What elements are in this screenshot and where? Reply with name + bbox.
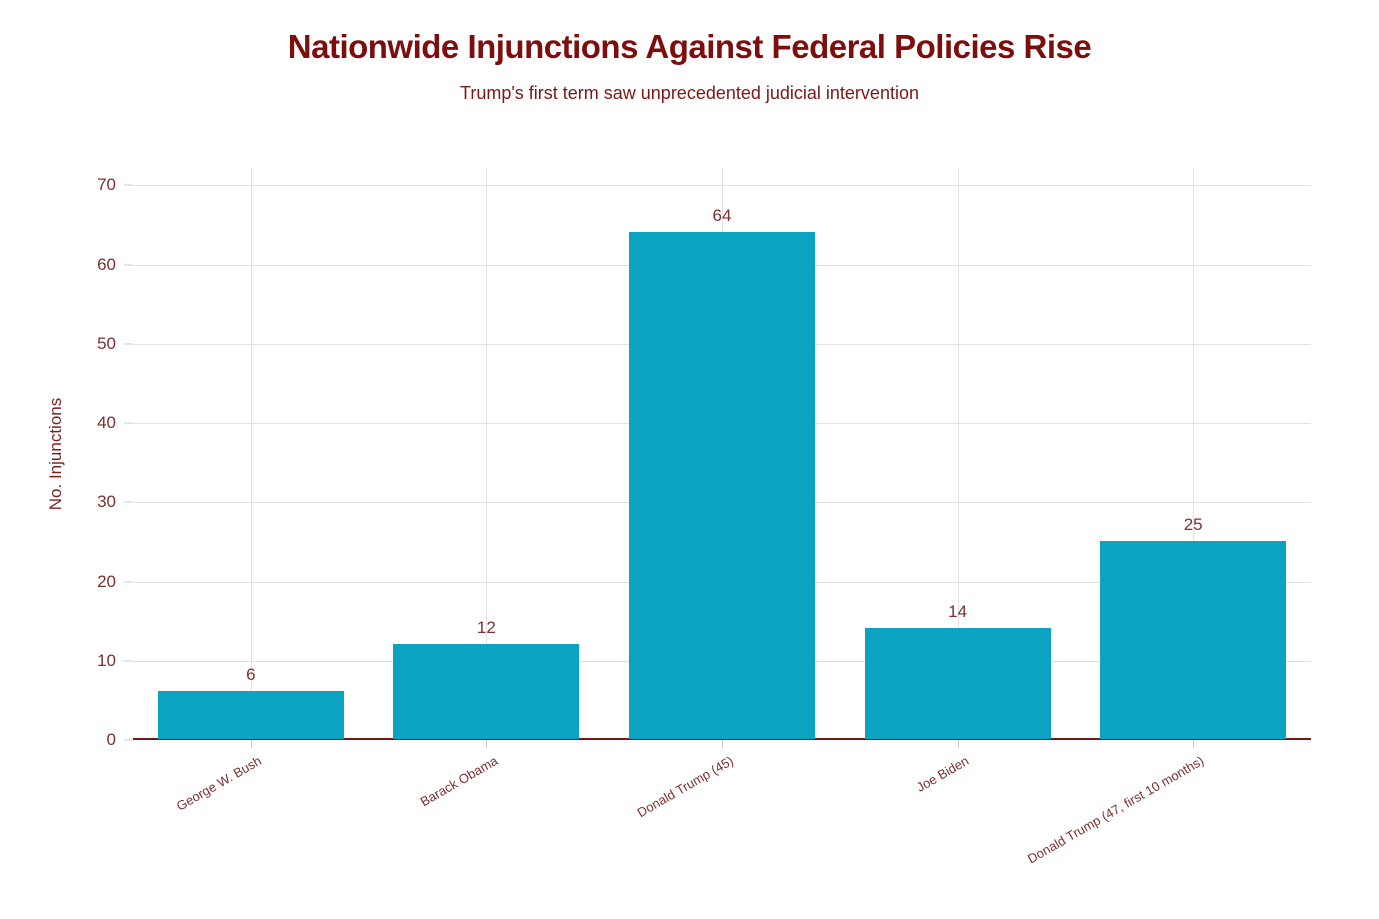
- x-tick-label-text: Donald Trump (45): [634, 753, 736, 821]
- bar: [393, 643, 580, 739]
- bar: [1100, 540, 1287, 739]
- bar-value-label: 14: [948, 602, 968, 622]
- chart-subtitle: Trump's first term saw unprecedented jud…: [460, 83, 919, 103]
- y-tick-label: 20: [97, 571, 116, 591]
- y-tick-mark: [124, 660, 133, 662]
- bar-value-label: 12: [476, 617, 496, 637]
- y-axis-title-text: No. Injunctions: [46, 397, 65, 511]
- y-tick-label: 0: [106, 730, 116, 749]
- y-tick-label: 60: [97, 254, 116, 274]
- x-gridline: [486, 168, 488, 740]
- plot-area: 0 10 20 30 40 50 60 70 6 George W. Bush 12 Barack O…: [97, 168, 1311, 866]
- x-gridline: [250, 168, 252, 740]
- y-tick-mark: [124, 422, 133, 424]
- y-tick-label: 50: [97, 333, 116, 353]
- x-tick-mark: [486, 740, 488, 748]
- x-tick-mark: [250, 740, 252, 748]
- bar: [628, 231, 816, 739]
- bar: [864, 628, 1051, 739]
- y-tick-mark: [124, 343, 133, 345]
- x-tick-mark: [722, 740, 723, 748]
- y-tick-label: 10: [97, 650, 116, 670]
- y-tick-label: 70: [97, 175, 116, 195]
- y-tick-mark: [124, 739, 133, 741]
- bar-value-label: 6: [246, 665, 256, 685]
- bar: [157, 691, 344, 739]
- y-tick-label: 30: [97, 492, 116, 512]
- x-gridline: [957, 168, 959, 740]
- y-tick-mark: [124, 581, 133, 583]
- x-tick-mark: [957, 740, 959, 748]
- x-tick-label-text: Barack Obama: [417, 753, 500, 810]
- x-tick-label-text: George W. Bush: [174, 753, 265, 814]
- x-gridline: [1193, 168, 1195, 740]
- y-tick-mark: [124, 184, 133, 186]
- x-tick-mark: [1193, 740, 1195, 748]
- x-axis-line: [133, 738, 1311, 740]
- bar-value-label: 64: [712, 205, 732, 225]
- y-tick-mark: [124, 264, 133, 266]
- y-tick-label: 40: [97, 413, 116, 433]
- x-tick-label-text: Joe Biden: [913, 753, 972, 795]
- y-tick-mark: [124, 501, 133, 503]
- x-tick-label-text: Donald Trump (47, first 10 months): [1025, 753, 1207, 867]
- bar-value-label: 25: [1183, 514, 1203, 534]
- chart-title: Nationwide Injunctions Against Federal P…: [287, 28, 1092, 65]
